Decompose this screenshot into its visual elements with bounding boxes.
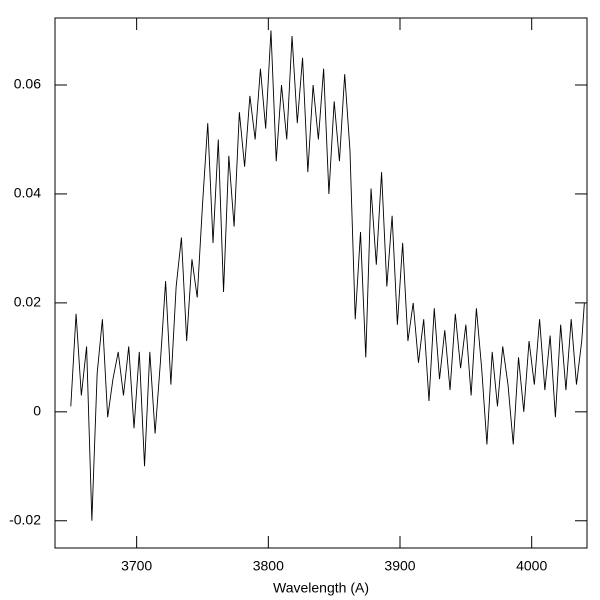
x-tick-label: 3700 [121, 558, 152, 574]
y-tick-label: 0 [33, 403, 41, 419]
x-axis-label: Wavelength (A) [273, 580, 369, 596]
x-tick-label: 3900 [384, 558, 415, 574]
y-tick-label: 0.06 [14, 76, 41, 92]
spectrum-line [70, 30, 585, 521]
y-tick-label: 0.02 [14, 294, 41, 310]
plot-frame [54, 17, 588, 549]
y-tick-label: 0.04 [14, 185, 41, 201]
x-tick-label: 3800 [253, 558, 284, 574]
y-tick-label: -0.02 [9, 511, 41, 527]
x-tick-label: 4000 [516, 558, 547, 574]
